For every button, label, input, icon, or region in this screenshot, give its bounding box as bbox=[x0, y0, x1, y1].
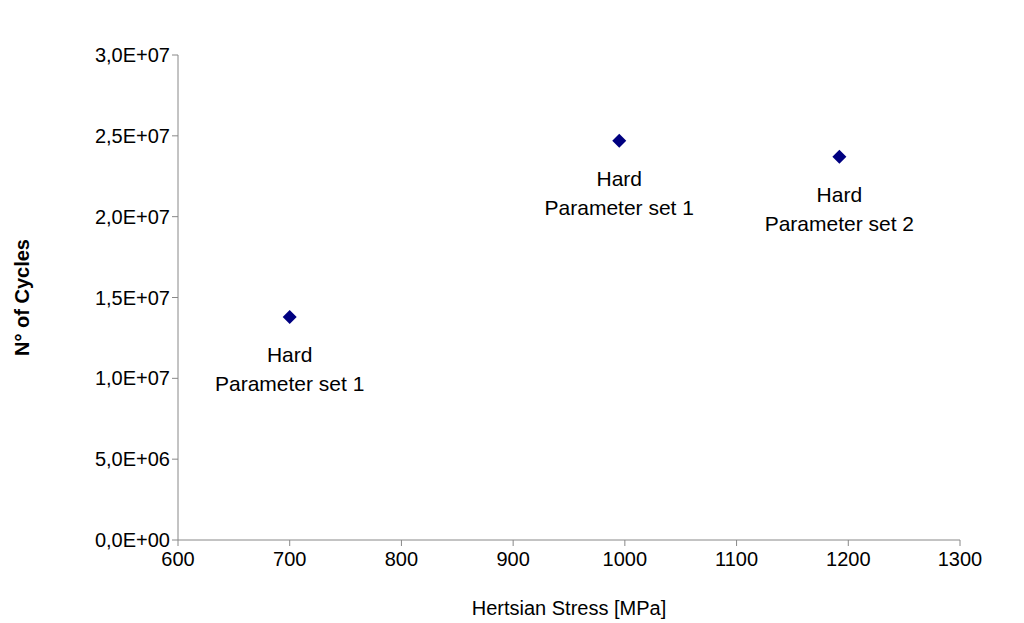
svg-text:3,0E+07: 3,0E+07 bbox=[95, 44, 170, 66]
svg-text:1,0E+07: 1,0E+07 bbox=[95, 367, 170, 389]
svg-text:N° of Cycles: N° of Cycles bbox=[11, 239, 33, 356]
svg-text:1200: 1200 bbox=[826, 548, 871, 570]
svg-text:600: 600 bbox=[161, 548, 194, 570]
svg-text:Hard: Hard bbox=[267, 343, 313, 366]
svg-text:1300: 1300 bbox=[938, 548, 983, 570]
svg-text:2,0E+07: 2,0E+07 bbox=[95, 206, 170, 228]
svg-text:700: 700 bbox=[273, 548, 306, 570]
svg-text:Parameter set 2: Parameter set 2 bbox=[765, 212, 914, 235]
svg-text:Parameter set 1: Parameter set 1 bbox=[215, 372, 364, 395]
svg-text:Hard: Hard bbox=[817, 183, 863, 206]
svg-text:Hertsian Stress [MPa]: Hertsian Stress [MPa] bbox=[472, 597, 667, 619]
svg-text:0,0E+00: 0,0E+00 bbox=[95, 529, 170, 551]
svg-text:1,5E+07: 1,5E+07 bbox=[95, 287, 170, 309]
svg-text:1000: 1000 bbox=[603, 548, 648, 570]
svg-text:900: 900 bbox=[496, 548, 529, 570]
svg-text:1100: 1100 bbox=[715, 548, 758, 570]
svg-text:5,0E+06: 5,0E+06 bbox=[95, 448, 170, 470]
svg-text:800: 800 bbox=[385, 548, 418, 570]
svg-text:Hard: Hard bbox=[597, 167, 643, 190]
svg-text:2,5E+07: 2,5E+07 bbox=[95, 125, 170, 147]
svg-text:Parameter set 1: Parameter set 1 bbox=[545, 196, 694, 219]
